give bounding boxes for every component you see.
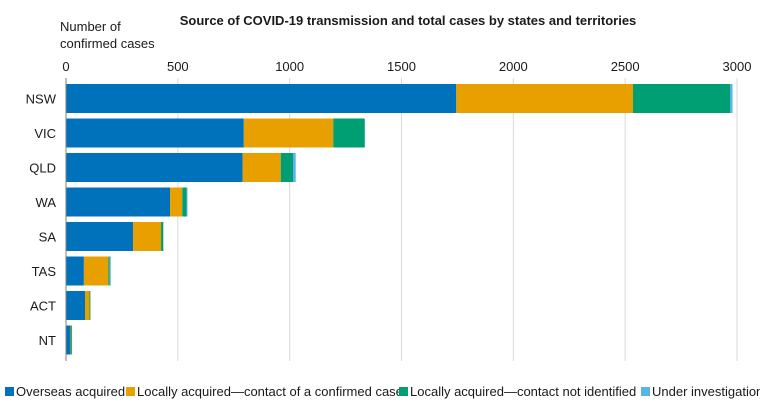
category-label-wa: WA (36, 195, 57, 210)
category-label-nt: NT (39, 333, 56, 348)
legend-swatch (5, 387, 14, 396)
bar-segment-act-series-2 (85, 291, 90, 320)
bar-segment-tas-series-4 (109, 256, 111, 286)
x-tick-label: 1000 (275, 59, 304, 74)
bar-segment-nsw-series-1 (66, 84, 457, 113)
bar-segment-nt-series-2 (70, 325, 72, 355)
category-label-act: ACT (30, 299, 56, 314)
x-tick-label: 2000 (499, 59, 528, 74)
x-tick-labels: 0 500 1000 1500 2000 2500 3000 (62, 59, 751, 74)
x-tick-label: 500 (167, 59, 189, 74)
bar-segment-wa-series-4 (186, 187, 188, 217)
legend-swatch (641, 387, 650, 396)
axis-title-line-1: Number of (60, 19, 121, 34)
category-label-tas: TAS (32, 264, 57, 279)
bar-segment-nt-series-1 (66, 325, 71, 355)
bar-segment-qld-series-3 (280, 153, 294, 182)
bar-segment-wa-series-1 (66, 187, 171, 217)
bar-segment-qld-series-4 (293, 153, 296, 182)
bars (66, 84, 733, 355)
legend-swatch (126, 387, 135, 396)
category-label-nsw: NSW (26, 92, 57, 107)
legend-item-1: Overseas acquired (5, 384, 125, 399)
x-tick-label: 0 (62, 59, 69, 74)
x-tick-label: 2500 (611, 59, 640, 74)
bar-segment-vic-series-1 (66, 118, 244, 148)
bar-segment-vic-series-2 (243, 118, 334, 148)
bar-segment-qld-series-2 (242, 153, 281, 182)
bar-segment-tas-series-2 (83, 256, 109, 286)
bar-segment-wa-series-3 (182, 187, 187, 217)
legend-label: Under investigation (652, 384, 760, 399)
legend-item-3: Locally acquired—contact not identified (399, 384, 636, 399)
legend-item-2: Locally acquired—contact of a confirmed … (126, 384, 403, 399)
x-tick-label: 1500 (387, 59, 416, 74)
bar-segment-nsw-series-4 (730, 84, 733, 113)
bar-segment-sa-series-3 (161, 222, 164, 251)
legend-swatch (399, 387, 408, 396)
bar-segment-act-series-1 (66, 291, 86, 320)
bar-segment-sa-series-1 (66, 222, 134, 251)
category-label-vic: VIC (34, 126, 56, 141)
bar-segment-tas-series-3 (108, 256, 110, 286)
bar-segment-act-series-3 (89, 291, 91, 320)
bar-segment-tas-series-1 (66, 256, 84, 286)
x-tick-label: 3000 (723, 59, 752, 74)
axis-title-line-2: confirmed cases (60, 36, 155, 51)
legend-label: Locally acquired—contact not identified (410, 384, 636, 399)
category-label-sa: SA (39, 230, 57, 245)
category-labels: NSW VIC QLD WA SA TAS ACT NT (26, 92, 57, 349)
legend-item-4: Under investigation (641, 384, 760, 399)
bar-segment-wa-series-2 (170, 187, 183, 217)
legend: Overseas acquired Locally acquired—contac… (5, 384, 760, 399)
bar-segment-nsw-series-2 (456, 84, 633, 113)
chart-title: Source of COVID-19 transmission and tota… (180, 13, 637, 28)
bar-segment-nt-series-3 (71, 325, 73, 355)
legend-label: Overseas acquired (16, 384, 125, 399)
bar-segment-vic-series-3 (333, 118, 365, 148)
bar-segment-sa-series-2 (133, 222, 162, 251)
bar-segment-qld-series-1 (66, 153, 243, 182)
legend-label: Locally acquired—contact of a confirmed … (137, 384, 403, 399)
category-label-qld: QLD (29, 161, 56, 176)
bar-segment-nsw-series-3 (632, 84, 731, 113)
